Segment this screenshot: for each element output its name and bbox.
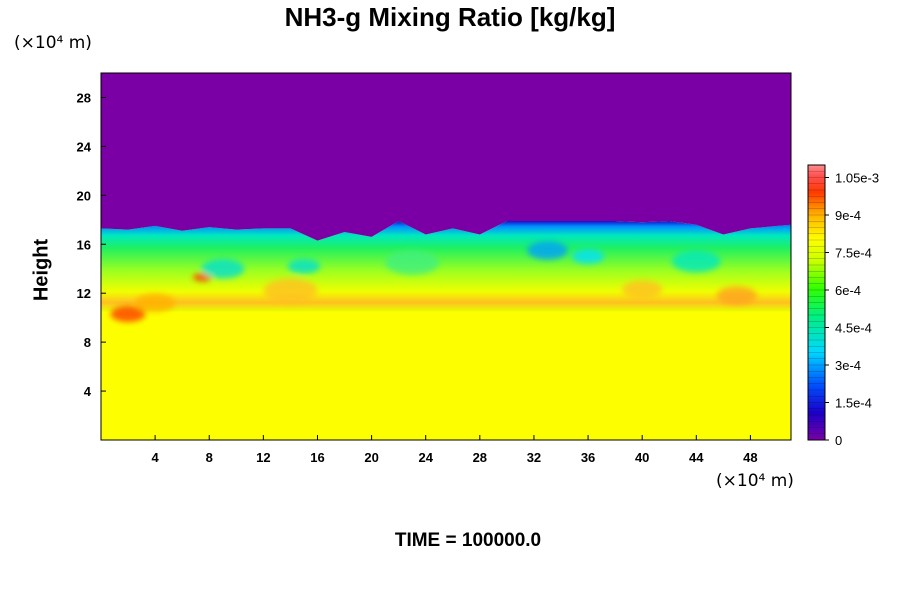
y-tick-label: 8	[84, 335, 91, 350]
colorbar-tick-label: 4.5e-4	[835, 321, 872, 336]
colorbar-tick-label: 0	[835, 433, 842, 448]
field-upper-region	[101, 73, 791, 241]
colorbar-tick-label: 6e-4	[835, 283, 861, 298]
x-tick-label: 28	[473, 450, 487, 465]
y-tick-label: 20	[77, 188, 91, 203]
y-tick-label: 12	[77, 286, 91, 301]
field-texture	[110, 241, 758, 322]
colorbar-tick-label: 7.5e-4	[835, 246, 872, 261]
colorbar-tick-label: 3e-4	[835, 358, 861, 373]
x-tick-label: 32	[527, 450, 541, 465]
colorbar	[807, 164, 826, 441]
x-tick-label: 48	[743, 450, 757, 465]
x-tick-label: 20	[364, 450, 378, 465]
x-tick-label: 4	[152, 450, 160, 465]
y-tick-label: 4	[84, 384, 92, 399]
y-tick-label: 24	[77, 139, 92, 154]
x-tick-label: 8	[206, 450, 213, 465]
colorbar-tick-label: 9e-4	[835, 208, 861, 223]
x-tick-label: 24	[418, 450, 433, 465]
y-axis-unit: (×10⁴ m)	[14, 33, 92, 53]
y-tick-label: 16	[77, 237, 91, 252]
x-tick-label: 16	[310, 450, 324, 465]
x-tick-label: 44	[689, 450, 704, 465]
y-tick-label: 28	[77, 90, 91, 105]
x-axis-unit: (×10⁴ m)	[716, 471, 794, 491]
colorbar-tick-label: 1.05e-3	[835, 171, 879, 186]
x-tick-label: 36	[581, 450, 595, 465]
x-tick-label: 40	[635, 450, 649, 465]
time-label: TIME = 100000.0	[394, 530, 542, 551]
chart-title: NH3-g Mixing Ratio [kg/kg]	[284, 2, 616, 32]
x-tick-label: 12	[256, 450, 270, 465]
colorbar-tick-label: 1.5e-4	[835, 396, 872, 411]
